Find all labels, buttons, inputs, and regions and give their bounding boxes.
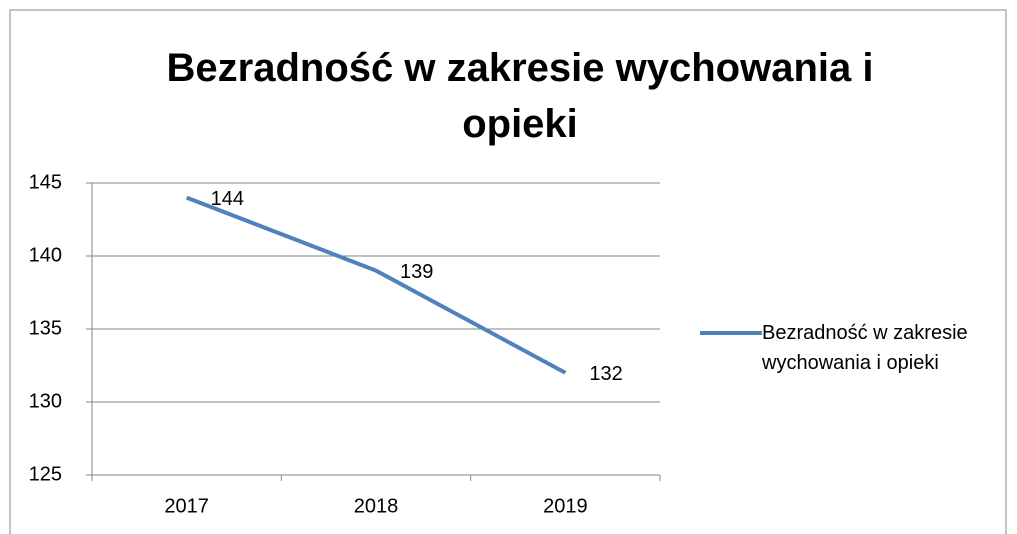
- y-tick-label: 125: [29, 463, 62, 485]
- x-tick-label: 2017: [164, 495, 209, 517]
- data-label: 139: [400, 261, 433, 283]
- y-tick-label: 140: [29, 244, 62, 266]
- x-tick-label: 2019: [543, 495, 588, 517]
- y-tick-label: 135: [29, 317, 62, 339]
- chart-border: [9, 9, 1007, 534]
- x-tick-label: 2018: [354, 495, 399, 517]
- data-label: 144: [211, 188, 244, 210]
- y-tick-label: 145: [29, 171, 62, 193]
- legend-label: Bezradność w zakresie wychowania i opiek…: [762, 322, 968, 374]
- y-tick-label: 130: [29, 390, 62, 412]
- chart-title: Bezradność w zakresie wychowania i opiek…: [166, 46, 874, 146]
- series-line: [185, 195, 567, 375]
- data-label: 132: [589, 363, 622, 385]
